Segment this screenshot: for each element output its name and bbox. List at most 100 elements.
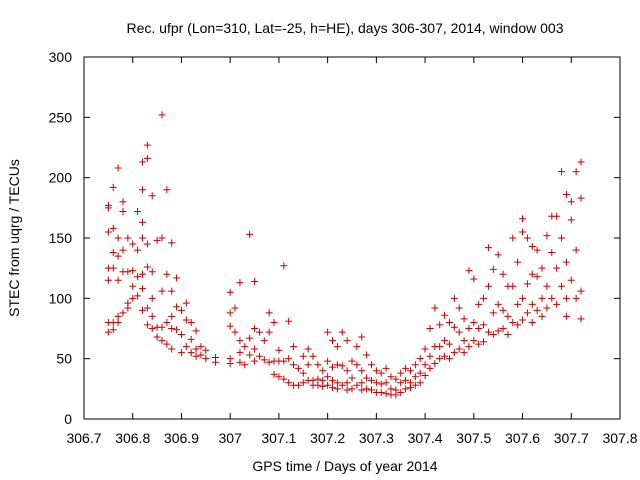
data-point: [348, 374, 356, 382]
data-point: [309, 352, 317, 360]
data-point: [441, 337, 449, 345]
data-point: [251, 325, 259, 332]
data-point: [143, 154, 151, 162]
data-point: [329, 376, 337, 384]
x-tick-label: 307.8: [602, 430, 637, 446]
data-point: [241, 361, 249, 369]
data-point: [387, 385, 395, 393]
data-point: [251, 277, 259, 285]
data-point: [124, 234, 132, 242]
data-point: [138, 270, 146, 278]
data-point: [109, 248, 117, 256]
data-point: [202, 355, 210, 363]
data-point: [402, 376, 410, 384]
data-point: [168, 345, 176, 353]
data-point: [562, 191, 570, 199]
data-point: [114, 234, 122, 242]
data-point: [421, 345, 429, 353]
data-point: [533, 273, 541, 281]
data-point: [231, 304, 239, 312]
data-point: [231, 328, 239, 336]
data-point: [543, 282, 551, 290]
data-point: [377, 388, 385, 396]
data-point: [348, 357, 356, 365]
data-point: [450, 349, 458, 357]
data-point: [212, 358, 220, 366]
data-point: [519, 215, 527, 223]
data-point: [226, 322, 234, 330]
data-point: [509, 234, 517, 242]
data-point: [402, 385, 410, 393]
data-points: [104, 111, 585, 399]
data-point: [134, 292, 142, 300]
data-point: [129, 282, 137, 290]
data-point: [572, 294, 580, 302]
data-point: [114, 312, 122, 320]
data-point: [484, 244, 492, 252]
data-point: [333, 361, 341, 369]
data-point: [153, 333, 161, 341]
data-point: [533, 306, 541, 314]
data-point: [484, 282, 492, 290]
data-point: [367, 376, 375, 384]
data-point: [553, 212, 561, 220]
data-point: [114, 276, 122, 284]
y-tick-label: 100: [49, 290, 73, 306]
data-point: [494, 327, 502, 335]
data-point: [514, 258, 522, 266]
data-point: [246, 351, 254, 359]
data-point: [168, 312, 176, 320]
data-point: [460, 315, 468, 323]
data-point: [192, 345, 200, 353]
data-point: [319, 382, 327, 390]
data-point: [558, 282, 566, 290]
data-point: [319, 376, 327, 384]
data-point: [143, 240, 151, 248]
data-point: [470, 318, 478, 326]
data-point: [372, 367, 380, 375]
data-point: [129, 267, 137, 275]
data-point: [480, 321, 488, 329]
data-point: [431, 359, 439, 367]
data-point: [173, 274, 181, 282]
data-point: [509, 318, 517, 326]
data-point: [416, 355, 424, 363]
data-point: [333, 385, 341, 393]
data-point: [499, 325, 507, 332]
data-point: [163, 318, 171, 326]
data-point: [280, 375, 288, 383]
x-tick-label: 306.9: [164, 430, 199, 446]
x-axis-label: GPS time / Days of year 2014: [252, 458, 437, 474]
data-point: [290, 361, 298, 369]
data-point: [358, 367, 366, 375]
data-point: [489, 331, 497, 339]
data-point: [519, 316, 527, 324]
data-point: [158, 111, 166, 119]
data-point: [543, 232, 551, 240]
data-point: [558, 168, 566, 176]
data-point: [163, 270, 171, 278]
data-point: [421, 361, 429, 369]
data-point: [509, 282, 517, 290]
data-point: [363, 374, 371, 382]
data-point: [372, 379, 380, 387]
y-tick-label: 0: [64, 411, 72, 427]
data-point: [143, 321, 151, 329]
data-point: [134, 207, 142, 215]
x-tick-label: 306.8: [115, 430, 150, 446]
data-point: [285, 355, 293, 363]
data-point: [528, 242, 536, 250]
data-point: [182, 299, 190, 307]
data-point: [148, 192, 156, 200]
data-point: [153, 236, 161, 244]
data-point: [163, 186, 171, 194]
data-point: [363, 385, 371, 393]
data-point: [265, 358, 273, 366]
data-point: [109, 183, 117, 191]
data-point: [236, 279, 244, 287]
data-point: [397, 379, 405, 387]
data-point: [104, 276, 112, 284]
data-point: [426, 364, 434, 372]
data-point: [445, 340, 453, 348]
x-tick-label: 307.3: [359, 430, 394, 446]
